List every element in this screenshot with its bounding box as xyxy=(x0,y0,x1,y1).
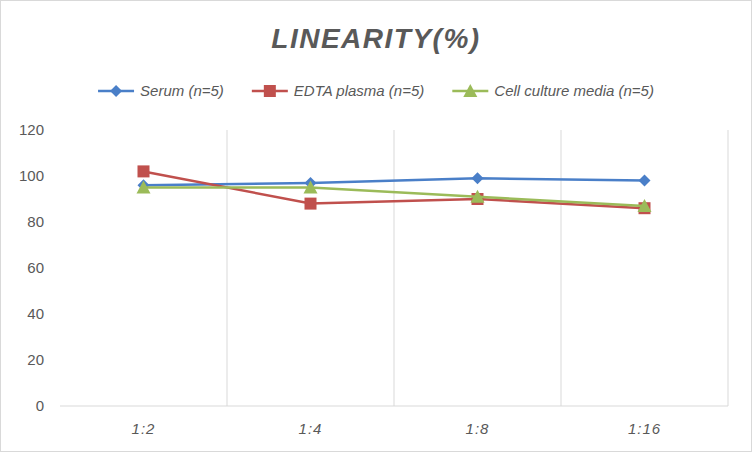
data-point xyxy=(138,165,150,177)
y-tick-label: 80 xyxy=(27,213,44,230)
data-point xyxy=(639,175,651,187)
y-tick-label: 20 xyxy=(27,351,44,368)
data-point xyxy=(137,181,151,194)
legend-label: Serum (n=5) xyxy=(140,82,224,99)
plot-area xyxy=(137,165,652,214)
legend-marker xyxy=(463,84,477,97)
legend-marker xyxy=(110,85,122,97)
legend-item: EDTA plasma (n=5) xyxy=(252,82,424,99)
grid-line xyxy=(561,130,562,406)
data-point xyxy=(305,198,317,210)
y-tick-label: 120 xyxy=(19,121,44,138)
title: LINEARITY(%) xyxy=(271,23,480,54)
x-tick-label: 1:16 xyxy=(628,420,661,437)
data-point xyxy=(471,190,485,203)
y-tick xyxy=(56,406,60,407)
x-tick-label: 1:2 xyxy=(132,420,156,437)
chart-border xyxy=(1,1,752,452)
y-tick xyxy=(56,130,60,131)
grid-line xyxy=(394,130,395,406)
legend-label: EDTA plasma (n=5) xyxy=(294,82,424,99)
legend-marker xyxy=(264,85,276,97)
series-line xyxy=(144,178,645,185)
legend-item: Cell culture media (n=5) xyxy=(452,82,654,99)
y-tick xyxy=(56,360,60,361)
data-point xyxy=(304,181,318,194)
y-tick-label: 40 xyxy=(27,305,44,322)
series-line xyxy=(144,188,645,206)
data-point xyxy=(472,172,484,184)
data-point xyxy=(638,199,652,212)
x-tick-label: 1:8 xyxy=(466,420,490,437)
series-line xyxy=(144,171,645,208)
y-tick-label: 60 xyxy=(27,259,44,276)
y-tick xyxy=(56,268,60,269)
y-tick xyxy=(56,222,60,223)
y-tick xyxy=(56,176,60,177)
chart: LINEARITY(%) 0 20 40 60 80 100 120 1:2 1:4 1:8 1:16… xyxy=(0,0,752,452)
legend: Serum (n=5) EDTA plasma (n=5) Cell culture… xyxy=(98,82,654,99)
x-tick-label: 1:4 xyxy=(299,420,323,437)
legend-item: Serum (n=5) xyxy=(98,82,224,99)
grid-line xyxy=(728,130,729,406)
grid-line xyxy=(227,130,228,406)
legend-label: Cell culture media (n=5) xyxy=(494,82,654,99)
y-tick xyxy=(56,314,60,315)
x-axis xyxy=(60,406,728,407)
y-tick-label: 0 xyxy=(36,397,44,414)
y-tick-label: 100 xyxy=(19,167,44,184)
